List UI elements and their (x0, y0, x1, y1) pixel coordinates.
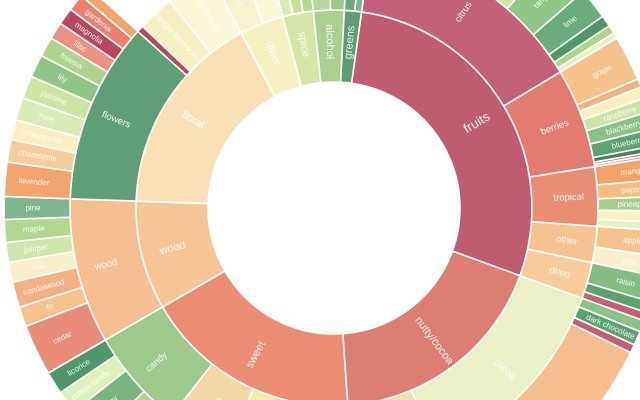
donut-hole (208, 82, 460, 334)
segment-pineapple[interactable] (597, 196, 640, 212)
segment-chocolate[interactable] (437, 322, 632, 400)
segment-pine[interactable] (3, 195, 71, 221)
segment-tropical[interactable] (528, 165, 599, 228)
segment-nuts[interactable] (348, 389, 437, 400)
segment-herbal[interactable] (353, 0, 371, 13)
